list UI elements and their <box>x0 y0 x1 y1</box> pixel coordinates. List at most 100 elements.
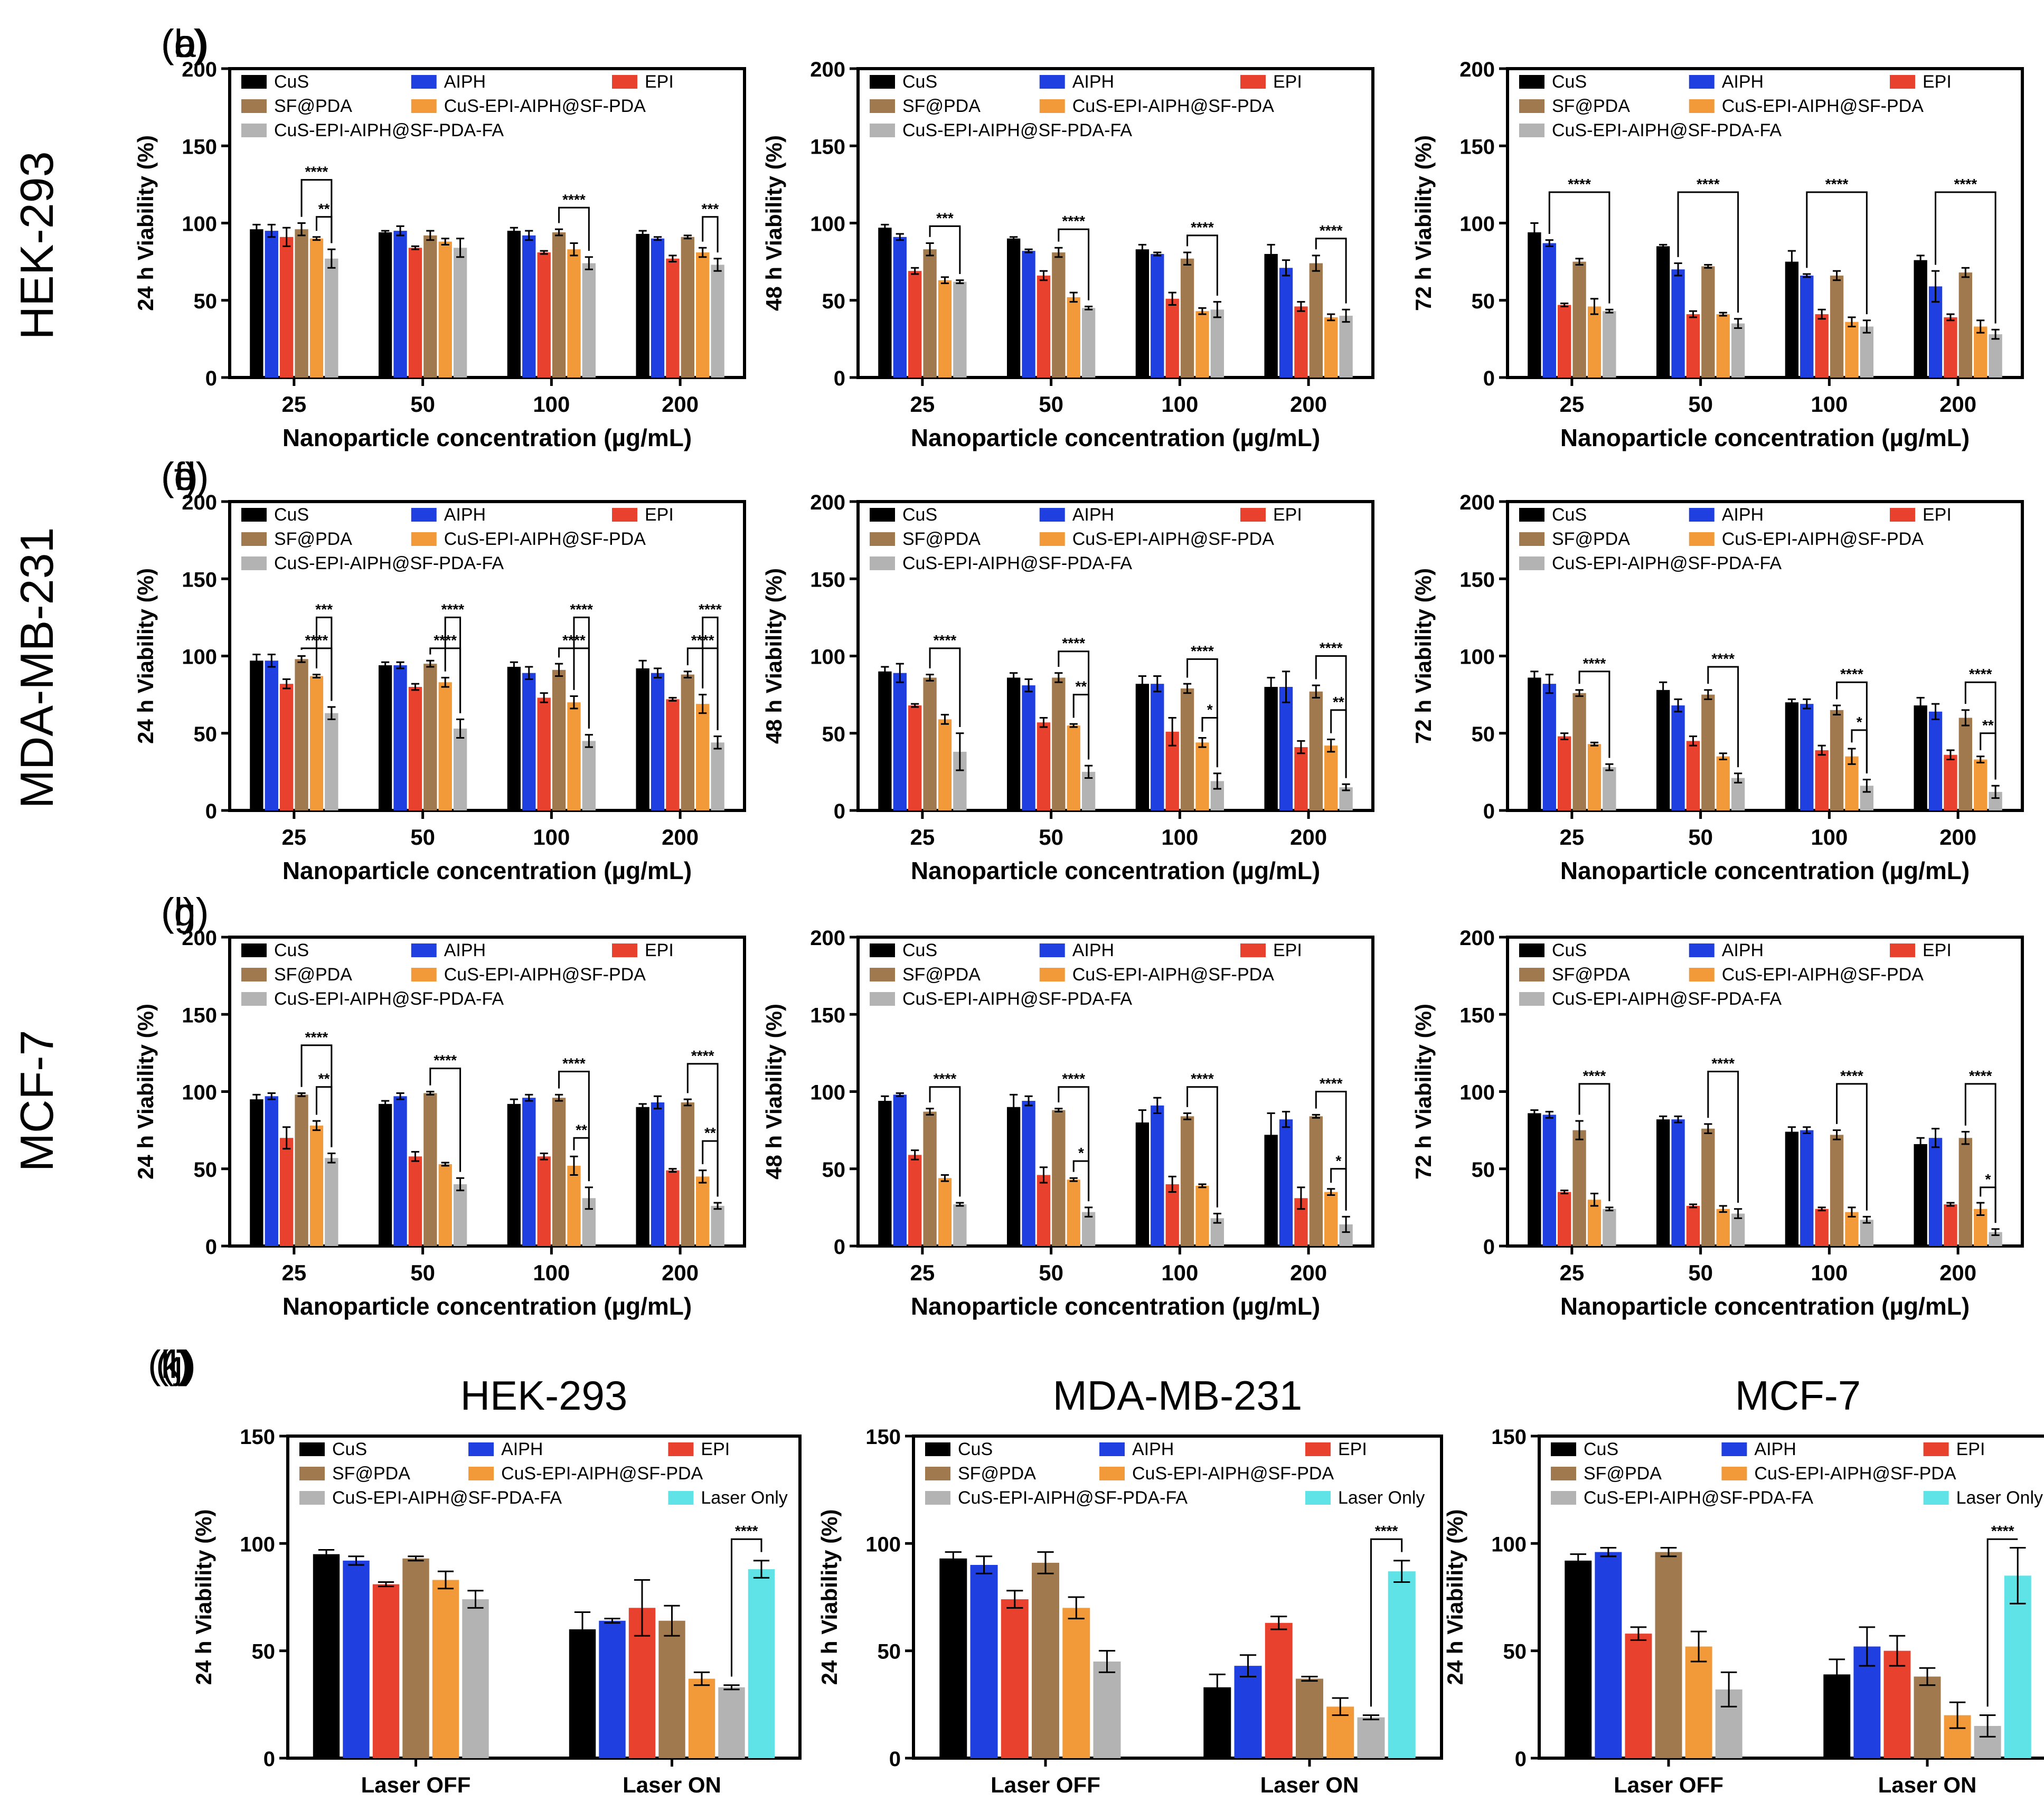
legend-swatch <box>1099 1467 1125 1480</box>
bar <box>688 1678 715 1758</box>
significance-label: **** <box>1191 643 1214 659</box>
legend-swatch <box>299 1491 325 1505</box>
legend-label: AIPH <box>444 72 486 92</box>
y-tick-label: 150 <box>1491 1426 1527 1449</box>
y-tick-label: 0 <box>834 1235 845 1259</box>
x-tick-label: 25 <box>282 825 307 850</box>
legend-label: SF@PDA <box>958 1464 1036 1484</box>
bar <box>893 673 907 810</box>
legend-swatch <box>1923 1491 1949 1505</box>
y-tick-label: 0 <box>205 800 217 823</box>
significance-bracket <box>702 1140 719 1197</box>
legend-label: CuS-EPI-AIPH@SF-PDA-FA <box>1584 1488 1813 1508</box>
significance-bracket <box>300 179 333 243</box>
significance-bracket <box>1707 666 1739 768</box>
bar <box>309 238 324 378</box>
bar <box>1989 334 2002 378</box>
significance-bracket <box>1315 238 1347 304</box>
legend-swatch <box>1551 1467 1576 1480</box>
bar <box>1944 1204 1957 1246</box>
significance-bracket <box>1201 717 1218 768</box>
bar <box>1860 326 1874 378</box>
y-tick-label: 100 <box>810 646 845 669</box>
legend-swatch <box>1519 508 1544 522</box>
bar <box>908 1155 922 1246</box>
panel-letter: (j) <box>161 1343 196 1386</box>
panel-g: (g) 0 50 100 150 200 24 h Viability (%) 25 50 100… <box>133 890 746 1320</box>
bar <box>295 659 308 810</box>
y-tick-label: 150 <box>182 568 217 591</box>
significance-bracket <box>1186 1086 1218 1207</box>
legend-swatch <box>870 968 895 982</box>
y-tick-label: 100 <box>182 646 217 669</box>
panel-a: (a) 0 50 100 150 200 24 h Viability (%) 25 50 100… <box>133 22 746 451</box>
bar <box>423 664 437 810</box>
bar <box>567 249 581 378</box>
significance-bracket <box>573 616 590 729</box>
bar <box>1151 254 1164 378</box>
bar <box>567 1165 581 1246</box>
bar <box>666 699 680 810</box>
y-tick-label: 50 <box>822 290 846 313</box>
bar <box>250 660 263 810</box>
significance-label: **** <box>1991 1523 2014 1539</box>
y-tick-label: 50 <box>822 1158 846 1182</box>
y-tick-label: 100 <box>1491 1533 1527 1556</box>
y-tick-label: 150 <box>182 1004 217 1027</box>
bar <box>1264 254 1278 378</box>
bar <box>1845 322 1859 378</box>
legend-swatch <box>1689 968 1715 982</box>
bar <box>1324 1192 1338 1246</box>
significance-label: **** <box>1954 176 1977 192</box>
bar <box>1279 268 1293 378</box>
x-tick-label: Laser ON <box>623 1772 721 1797</box>
x-tick-label: 25 <box>282 1260 307 1285</box>
y-tick-label: 200 <box>810 58 845 81</box>
y-tick-label: 0 <box>1483 800 1495 823</box>
bar <box>1701 694 1715 810</box>
panel-letter: (i) <box>161 890 196 934</box>
bar <box>666 1170 680 1246</box>
legend-swatch <box>241 556 267 570</box>
y-tick-label: 0 <box>1515 1748 1527 1771</box>
y-axis-label: 72 h Viability (%) <box>1411 1004 1436 1179</box>
significance-bracket <box>1058 228 1090 300</box>
legend-swatch <box>1039 968 1065 982</box>
bar <box>1914 1676 1941 1758</box>
legend-swatch <box>468 1467 494 1480</box>
bar <box>1294 306 1308 378</box>
legend-swatch <box>870 556 895 570</box>
significance-label: **** <box>1191 219 1214 235</box>
legend-swatch <box>1890 943 1915 957</box>
significance-label: **** <box>934 1071 957 1087</box>
y-tick-label: 150 <box>182 135 217 158</box>
bar <box>953 1204 967 1246</box>
legend: CuS AIPH EPI SF@PDA CuS-EPI-AIPH@SF-PDA CuS-E… <box>1519 72 1952 140</box>
row-labels: HEK-293 MDA-MB-231 MCF-7 <box>11 151 63 1172</box>
significance-bracket <box>1186 234 1218 296</box>
x-tick-label: 50 <box>1688 392 1713 417</box>
significance-bracket <box>1330 1168 1347 1211</box>
legend-label: EPI <box>645 940 674 960</box>
bar <box>1785 702 1799 810</box>
legend-label: Laser Only <box>1338 1488 1425 1508</box>
bar <box>1180 1116 1194 1246</box>
legend-label: SF@PDA <box>274 529 352 549</box>
bar <box>393 1096 407 1246</box>
legend-label: Laser Only <box>1956 1488 2043 1508</box>
legend-swatch <box>241 992 267 1006</box>
x-tick-label: 100 <box>1811 825 1848 850</box>
significance-label: **** <box>1583 1068 1606 1084</box>
bar <box>280 684 294 810</box>
significance-label: **** <box>1711 1055 1735 1071</box>
bar <box>1081 308 1096 378</box>
legend-label: CuS-EPI-AIPH@SF-PDA-FA <box>902 553 1132 573</box>
bar <box>1558 305 1571 378</box>
significance-bracket <box>573 1137 590 1182</box>
bar <box>1701 266 1715 378</box>
significance-bracket <box>1851 729 1868 773</box>
legend-swatch <box>1551 1491 1576 1505</box>
bar <box>1671 269 1685 378</box>
bar <box>1944 317 1957 378</box>
bar <box>378 232 392 378</box>
